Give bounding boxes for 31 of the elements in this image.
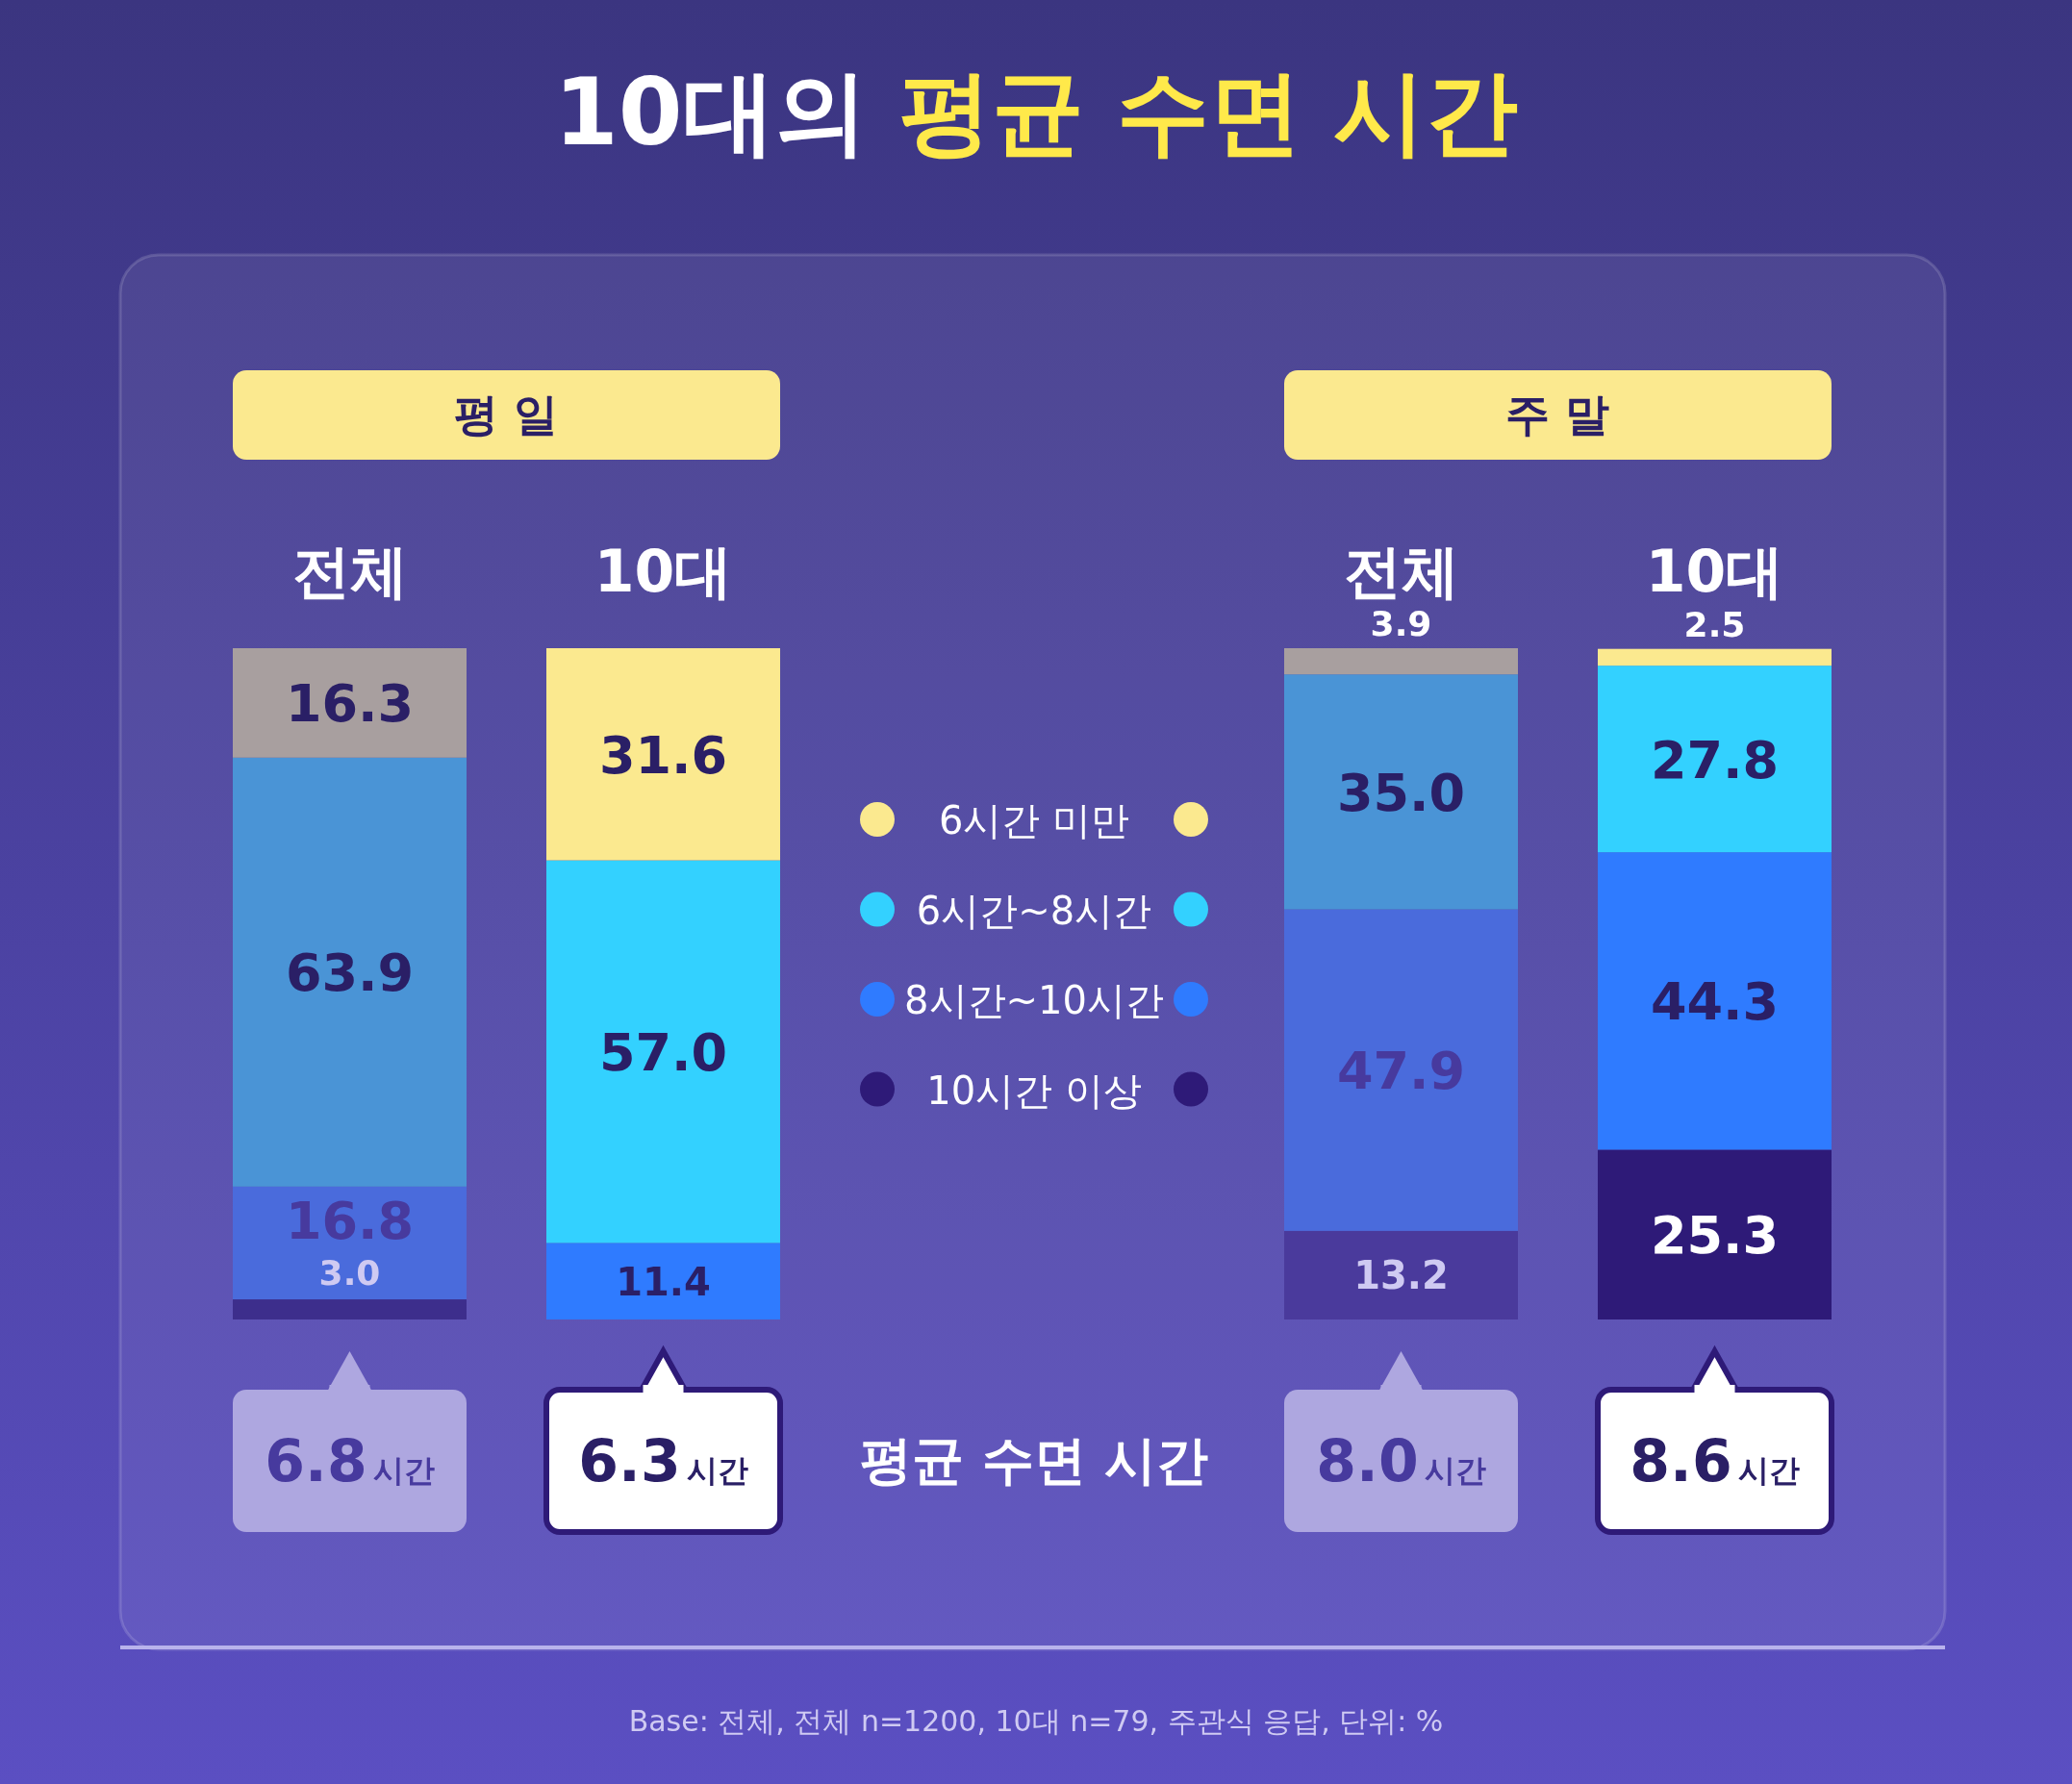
data-label: 63.9 xyxy=(285,942,415,1004)
legend-label: 6시간~8시간 xyxy=(916,888,1152,933)
x-tick-label: 전체 xyxy=(1343,538,1459,605)
data-label: 31.6 xyxy=(598,724,728,786)
x-tick-label: 전체 xyxy=(291,538,408,605)
text: 10대의 평균 수면 시간 xyxy=(554,59,1518,166)
data-label: 47.9 xyxy=(1336,1041,1466,1102)
legend-item: 10시간 이상 xyxy=(860,1068,1208,1113)
x-tick-label: 10대 xyxy=(594,538,733,605)
data-label: 57.0 xyxy=(598,1021,728,1083)
data-label: 13.2 xyxy=(1353,1253,1449,1298)
data-label: 16.3 xyxy=(285,673,415,735)
x-tick-label: 10대 xyxy=(1645,538,1784,605)
chart-subtitle: 평 일 xyxy=(454,389,559,440)
data-label: 3.0 xyxy=(318,1253,381,1294)
data-label: 16.8 xyxy=(285,1191,415,1252)
data-label: 25.3 xyxy=(1650,1205,1780,1267)
chart-subtitle: 주 말 xyxy=(1505,389,1610,440)
data-label: 27.8 xyxy=(1650,729,1780,791)
data-label: 11.4 xyxy=(616,1259,711,1304)
data-label: 44.3 xyxy=(1650,971,1780,1033)
data-label: 2.5 xyxy=(1683,604,1746,644)
legend-item: 6시간 미만 xyxy=(860,798,1208,842)
data-label: 35.0 xyxy=(1336,762,1466,823)
legend-item: 6시간~8시간 xyxy=(860,888,1208,933)
legend-label: 6시간 미만 xyxy=(938,798,1130,842)
text: Base: 전체, 전체 n=1200, 10대 n=79, 주관식 응답, 단위: % xyxy=(628,1704,1444,1738)
legend-item: 8시간~10시간 xyxy=(860,978,1208,1022)
text: 평균 수면 시간 xyxy=(860,1430,1208,1491)
legend-label: 8시간~10시간 xyxy=(904,978,1164,1022)
data-label: 3.9 xyxy=(1370,604,1432,643)
